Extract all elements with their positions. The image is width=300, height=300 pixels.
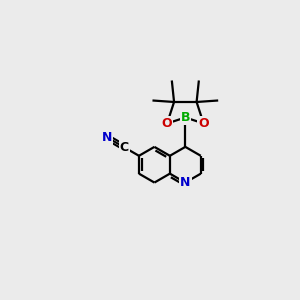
Text: O: O bbox=[198, 117, 209, 130]
Text: B: B bbox=[181, 111, 190, 124]
Text: O: O bbox=[162, 117, 172, 130]
Text: C: C bbox=[120, 141, 129, 154]
Text: N: N bbox=[102, 131, 112, 144]
Text: N: N bbox=[180, 176, 190, 189]
